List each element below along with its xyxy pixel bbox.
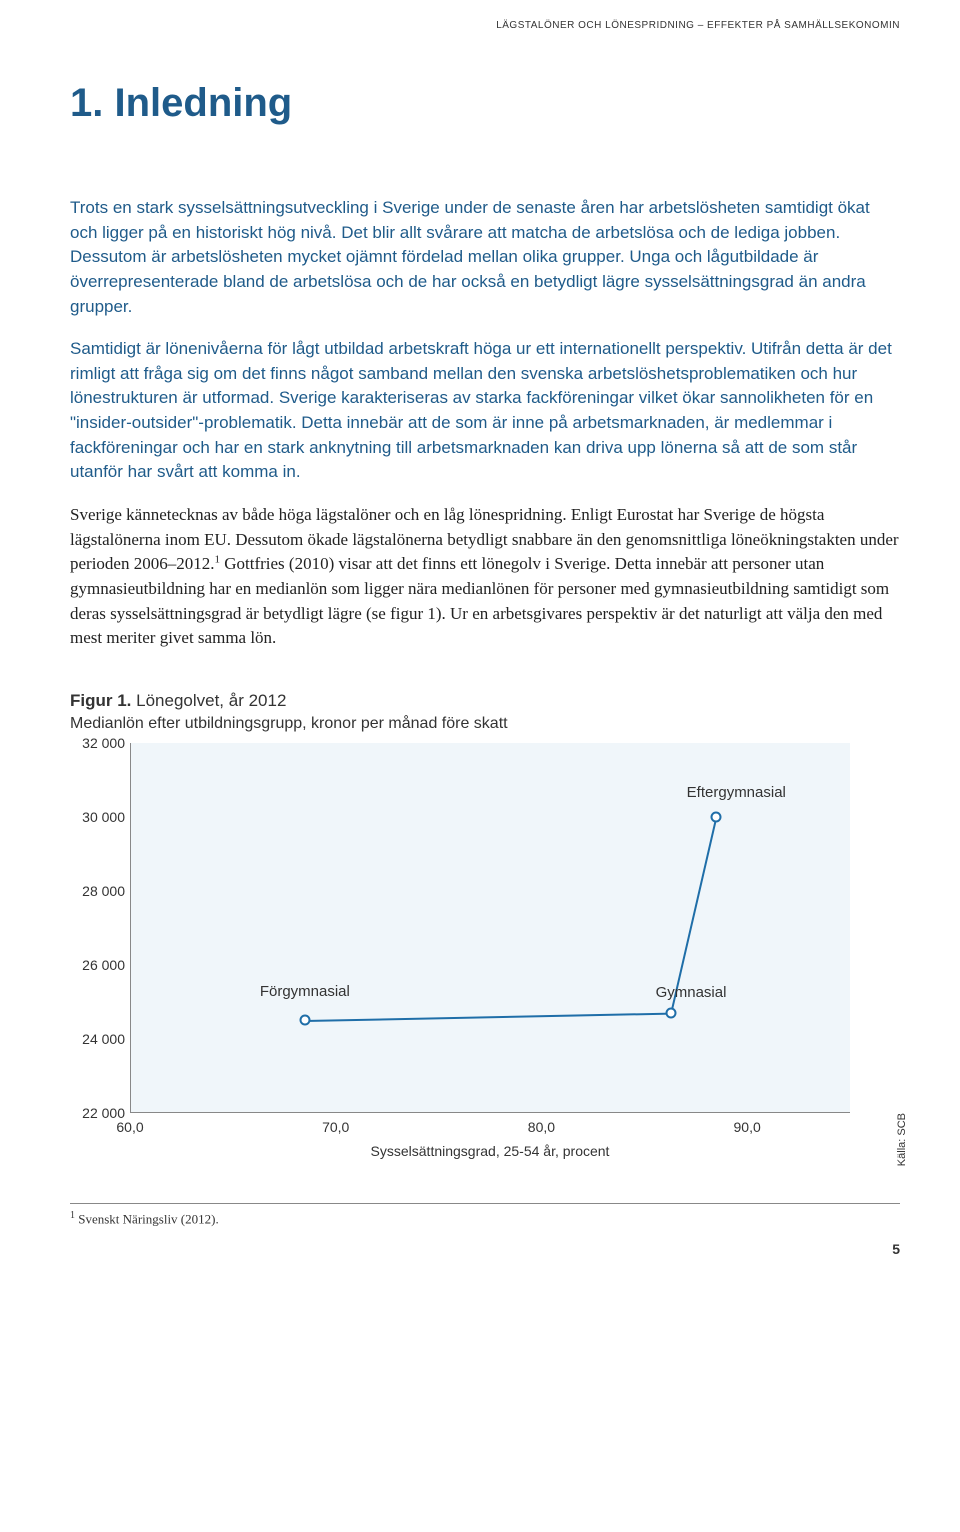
x-tick-label: 80,0: [528, 1119, 555, 1135]
chart: 22 00024 00026 00028 00030 00032 00060,0…: [70, 743, 890, 1163]
data-point: [711, 811, 722, 822]
body-paragraph-1: Sverige kännetecknas av både höga lägsta…: [70, 503, 900, 651]
x-tick-label: 60,0: [116, 1119, 143, 1135]
footnote-1: 1 Svenskt Näringsliv (2012).: [70, 1210, 900, 1227]
running-header: LÄGSTALÖNER OCH LÖNESPRIDNING – EFFEKTER…: [70, 20, 900, 31]
figure-1: Figur 1. Lönegolvet, år 2012 Medianlön e…: [70, 691, 900, 1163]
y-tick-label: 26 000: [70, 957, 125, 973]
intro-paragraph-1: Trots en stark sysselsättningsutveckling…: [70, 196, 900, 319]
data-point-label: Eftergymnasial: [687, 784, 786, 801]
figure-subtitle: Medianlön efter utbildningsgrupp, kronor…: [70, 715, 900, 733]
footnote-text: Svenskt Näringsliv (2012).: [75, 1211, 219, 1226]
intro-paragraph-2: Samtidigt är lönenivåerna för lågt utbil…: [70, 337, 900, 485]
figure-title-rest: Lönegolvet, år 2012: [131, 691, 286, 710]
footnote-rule: [70, 1203, 900, 1204]
figure-title: Figur 1. Lönegolvet, år 2012: [70, 691, 900, 711]
y-tick-label: 28 000: [70, 883, 125, 899]
y-tick-label: 30 000: [70, 809, 125, 825]
data-point: [666, 1007, 677, 1018]
y-tick-label: 24 000: [70, 1031, 125, 1047]
data-point-label: Gymnasial: [656, 984, 727, 1001]
figure-title-prefix: Figur 1.: [70, 691, 131, 710]
data-point-label: Förgymnasial: [260, 983, 350, 1000]
y-tick-label: 32 000: [70, 735, 125, 751]
data-point: [299, 1015, 310, 1026]
page-number: 5: [70, 1241, 900, 1257]
x-tick-label: 90,0: [734, 1119, 761, 1135]
x-axis-label: Sysselsättningsgrad, 25-54 år, procent: [130, 1143, 850, 1159]
page-title: 1. Inledning: [70, 81, 900, 126]
source-label: Källa: SCB: [896, 1113, 908, 1166]
x-tick-label: 70,0: [322, 1119, 349, 1135]
